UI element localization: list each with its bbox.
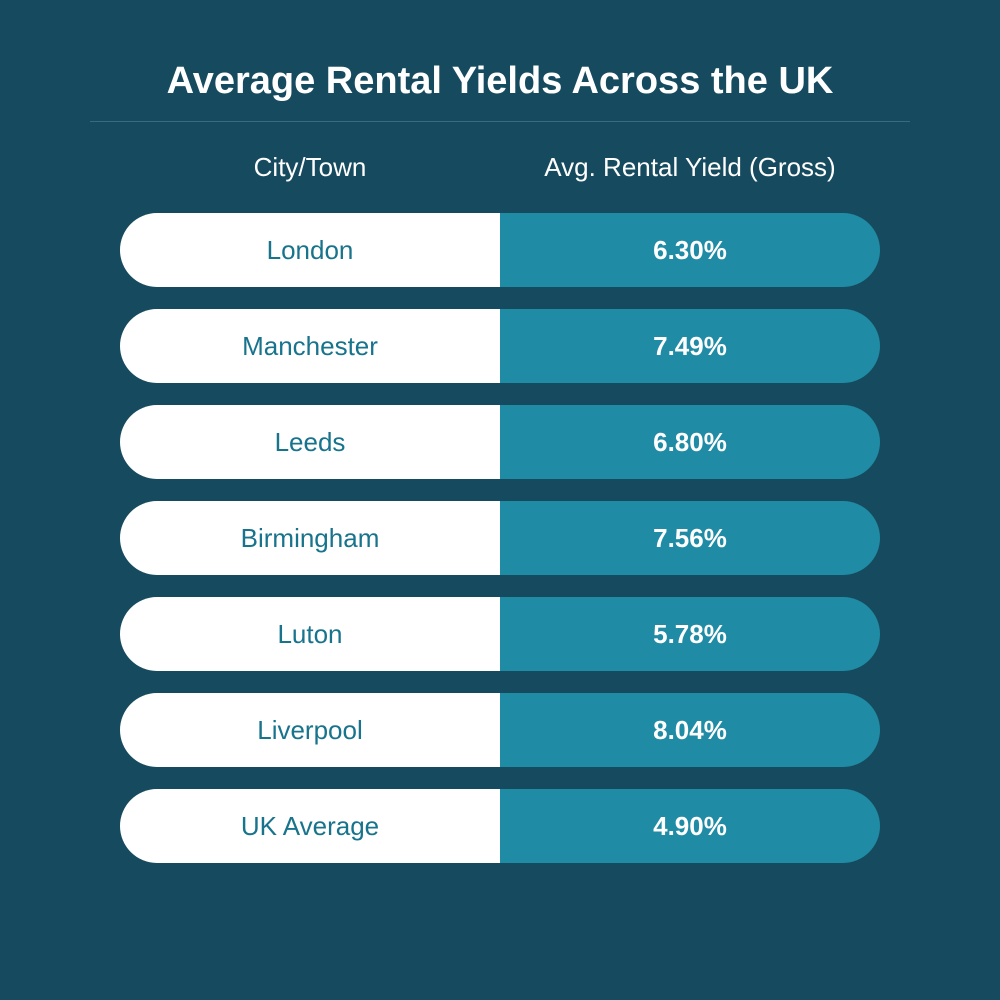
header-city: City/Town <box>120 152 500 183</box>
yield-cell: 4.90% <box>500 789 880 863</box>
table-row: Birmingham 7.56% <box>120 501 880 575</box>
table-row: Manchester 7.49% <box>120 309 880 383</box>
yield-cell: 6.30% <box>500 213 880 287</box>
city-cell: Liverpool <box>120 693 500 767</box>
table-row: London 6.30% <box>120 213 880 287</box>
city-cell: Manchester <box>120 309 500 383</box>
column-headers: City/Town Avg. Rental Yield (Gross) <box>120 152 880 183</box>
title-divider <box>90 121 910 122</box>
yield-cell: 7.49% <box>500 309 880 383</box>
chart-container: Average Rental Yields Across the UK City… <box>0 0 1000 1000</box>
yield-cell: 7.56% <box>500 501 880 575</box>
yield-cell: 5.78% <box>500 597 880 671</box>
table-row: Leeds 6.80% <box>120 405 880 479</box>
page-title: Average Rental Yields Across the UK <box>167 60 834 103</box>
yield-cell: 8.04% <box>500 693 880 767</box>
city-cell: Luton <box>120 597 500 671</box>
table-row: Liverpool 8.04% <box>120 693 880 767</box>
city-cell: Birmingham <box>120 501 500 575</box>
table-rows: London 6.30% Manchester 7.49% Leeds 6.80… <box>120 213 880 863</box>
table-row: UK Average 4.90% <box>120 789 880 863</box>
city-cell: London <box>120 213 500 287</box>
city-cell: UK Average <box>120 789 500 863</box>
yield-cell: 6.80% <box>500 405 880 479</box>
table-row: Luton 5.78% <box>120 597 880 671</box>
city-cell: Leeds <box>120 405 500 479</box>
header-yield: Avg. Rental Yield (Gross) <box>500 152 880 183</box>
